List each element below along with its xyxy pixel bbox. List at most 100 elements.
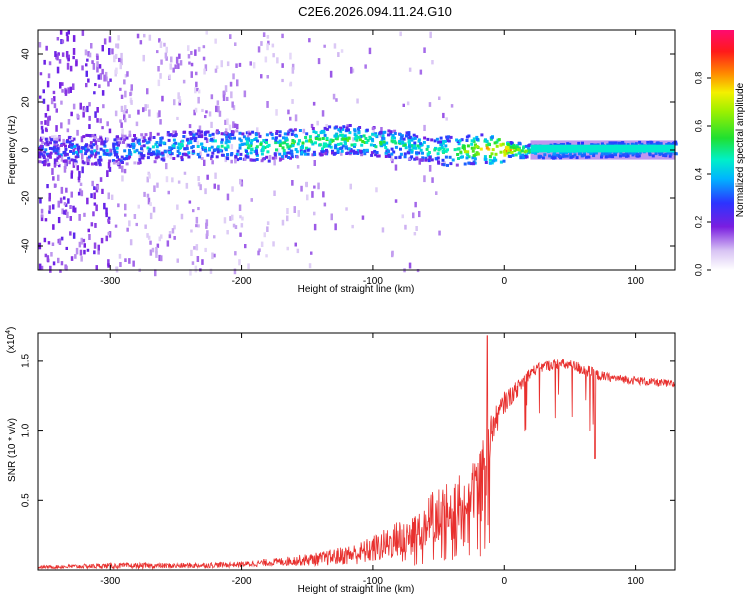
heatmap-cell xyxy=(238,131,242,135)
heatmap-cell xyxy=(291,139,295,142)
heatmap-cell xyxy=(57,174,60,181)
heatmap-cell xyxy=(418,158,421,165)
heatmap-cell xyxy=(238,143,242,147)
heatmap-cell xyxy=(168,74,171,79)
heatmap-cell xyxy=(570,155,574,159)
heatmap-cell xyxy=(195,71,198,76)
heatmap-cell xyxy=(250,139,254,142)
heatmap-cell xyxy=(114,110,118,117)
heatmap-cell xyxy=(77,191,81,196)
heatmap-cell xyxy=(72,103,76,110)
heatmap-cell xyxy=(343,134,347,138)
heatmap-cell xyxy=(375,187,378,193)
heatmap-cell xyxy=(274,141,278,145)
heatmap-cell xyxy=(449,162,453,166)
heatmap-cell xyxy=(73,158,77,162)
heatmap-cell xyxy=(607,151,611,155)
heatmap-cell xyxy=(202,45,206,49)
heatmap-cell xyxy=(455,138,459,142)
heatmap-cell xyxy=(208,147,211,151)
heatmap-cell xyxy=(40,144,43,148)
heatmap-cell xyxy=(54,51,57,57)
heatmap-cell xyxy=(247,130,251,134)
heatmap-cell xyxy=(624,153,628,156)
heatmap-cell xyxy=(91,180,94,187)
heatmap-cell xyxy=(559,151,563,155)
heatmap-cell xyxy=(112,144,116,148)
heatmap-cell xyxy=(123,149,127,153)
heatmap-cell xyxy=(426,145,430,149)
heatmap-cell xyxy=(46,120,50,126)
heatmap-cell xyxy=(98,64,102,69)
heatmap-cell xyxy=(96,151,100,155)
heatmap-cell xyxy=(322,191,325,198)
heatmap-cell xyxy=(662,153,666,157)
heatmap-cell xyxy=(528,148,531,152)
heatmap-cell xyxy=(240,143,244,146)
heatmap-cell xyxy=(47,116,50,123)
heatmap-cell xyxy=(488,161,492,165)
heatmap-cell xyxy=(274,136,278,140)
heatmap-cell xyxy=(563,154,567,158)
heatmap-cell xyxy=(72,83,75,90)
heatmap-cell xyxy=(312,150,316,154)
heatmap-cell xyxy=(94,140,98,146)
heatmap-cell xyxy=(457,142,461,146)
heatmap-cell xyxy=(291,99,294,104)
heatmap-cell xyxy=(190,229,193,233)
heatmap-cell xyxy=(244,244,247,249)
heatmap-cell xyxy=(183,130,187,134)
heatmap-cell xyxy=(81,65,84,71)
heatmap-cell xyxy=(124,258,127,262)
heatmap-cell xyxy=(123,168,127,174)
heatmap-cell xyxy=(332,152,336,156)
heatmap-cell xyxy=(394,199,398,203)
heatmap-cell xyxy=(215,130,219,134)
heatmap-cell xyxy=(57,200,60,208)
heatmap-cell xyxy=(69,231,72,236)
heatmap-cell xyxy=(224,156,227,163)
heatmap-cell xyxy=(386,150,390,153)
heatmap-cell xyxy=(423,175,426,183)
heatmap-cell xyxy=(79,102,82,110)
heatmap-cell xyxy=(66,128,70,133)
heatmap-cell xyxy=(313,211,316,216)
heatmap-cell xyxy=(189,269,192,276)
heatmap-cell xyxy=(51,168,54,175)
heatmap-cell xyxy=(76,153,80,157)
heatmap-cell xyxy=(266,35,270,39)
heatmap-cell xyxy=(114,224,118,228)
heatmap-cell xyxy=(60,261,64,266)
heatmap-cell xyxy=(210,121,213,128)
heatmap-cell xyxy=(165,56,168,61)
heatmap-cell xyxy=(76,129,79,136)
heatmap-cell xyxy=(239,232,242,237)
heatmap-cell xyxy=(562,143,566,147)
heatmap-cell xyxy=(41,160,45,164)
heatmap-cell xyxy=(205,233,209,239)
heatmap-cell xyxy=(149,212,153,220)
heatmap-cell xyxy=(436,152,440,156)
heatmap-cell xyxy=(83,243,86,248)
heatmap-cell xyxy=(446,148,449,152)
heatmap-cell xyxy=(96,107,99,113)
heatmap-cell xyxy=(447,135,451,139)
heatmap-cell xyxy=(200,135,204,139)
heatmap-cell xyxy=(204,137,208,141)
heatmap-cell xyxy=(414,201,417,208)
heatmap-cell xyxy=(336,142,340,146)
heatmap-cell xyxy=(394,164,398,171)
heatmap-cell xyxy=(341,144,345,148)
heatmap-cell xyxy=(114,142,118,146)
heatmap-cell xyxy=(300,185,303,192)
heatmap-cell xyxy=(321,110,325,117)
heatmap-cell xyxy=(99,158,103,162)
heatmap-cell xyxy=(204,149,208,153)
heatmap-cell xyxy=(475,145,479,148)
heatmap-cell xyxy=(258,248,261,252)
heatmap-cell xyxy=(116,155,119,159)
heatmap-cell xyxy=(74,254,77,259)
heatmap-cell xyxy=(56,162,60,165)
heatmap-cell xyxy=(44,137,48,141)
heatmap-cell xyxy=(117,137,121,141)
